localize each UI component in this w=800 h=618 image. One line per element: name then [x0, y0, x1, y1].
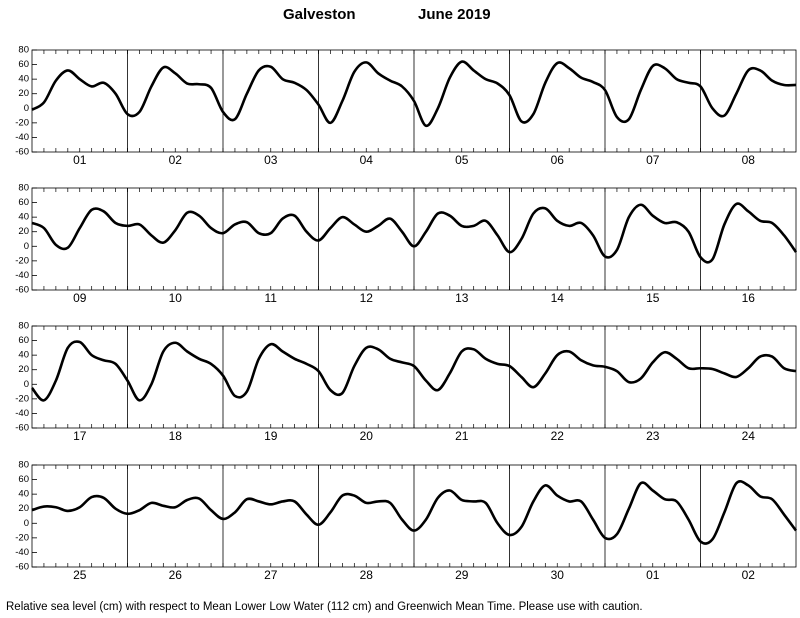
day-label: 15	[646, 291, 660, 305]
day-label: 14	[551, 291, 565, 305]
day-label: 26	[169, 568, 183, 582]
day-label: 28	[360, 568, 374, 582]
day-label: 12	[360, 291, 374, 305]
day-label: 04	[360, 153, 374, 167]
y-tick-label: 40	[18, 212, 29, 223]
tide-line	[31, 202, 798, 264]
y-tick-label: 80	[18, 321, 29, 332]
day-label: 18	[169, 429, 183, 443]
date: June 2019	[418, 6, 491, 23]
day-label: 01	[646, 568, 660, 582]
day-label: 21	[455, 429, 469, 443]
day-label: 11	[265, 291, 278, 305]
day-label: 02	[169, 153, 183, 167]
tide-line	[31, 480, 798, 545]
y-tick-label: -20	[15, 532, 29, 543]
day-label: 17	[73, 429, 87, 443]
day-label: 24	[742, 429, 756, 443]
day-label: 19	[264, 429, 278, 443]
y-tick-label: 20	[18, 503, 29, 514]
note: Relative sea level (cm) with respect to …	[6, 601, 643, 613]
day-label: 03	[264, 153, 278, 167]
day-label: 07	[646, 153, 660, 167]
y-tick-label: 0	[24, 379, 29, 390]
y-tick-label: -40	[15, 270, 29, 281]
y-tick-label: -60	[15, 147, 29, 158]
day-label: 20	[360, 429, 374, 443]
day-label: 25	[73, 568, 87, 582]
title: Galveston	[283, 6, 356, 23]
y-tick-label: 20	[18, 364, 29, 375]
day-label: 27	[264, 568, 278, 582]
y-tick-label: -60	[15, 285, 29, 296]
y-tick-label: 0	[24, 103, 29, 114]
y-tick-label: 80	[18, 460, 29, 471]
y-tick-label: -20	[15, 393, 29, 404]
y-tick-label: 60	[18, 197, 29, 208]
day-label: 10	[169, 291, 183, 305]
y-tick-label: -20	[15, 117, 29, 128]
day-label: 02	[742, 568, 756, 582]
y-tick-label: -40	[15, 547, 29, 558]
y-tick-label: -40	[15, 408, 29, 419]
day-label: 13	[455, 291, 469, 305]
day-label: 29	[455, 568, 469, 582]
day-label: 01	[73, 153, 87, 167]
day-label: 09	[73, 291, 87, 305]
y-tick-label: 60	[18, 59, 29, 70]
y-tick-label: 0	[24, 241, 29, 252]
y-tick-label: 40	[18, 350, 29, 361]
y-tick-label: 80	[18, 45, 29, 56]
day-label: 22	[551, 429, 565, 443]
day-label: 23	[646, 429, 660, 443]
y-tick-label: 20	[18, 226, 29, 237]
y-tick-label: 20	[18, 88, 29, 99]
tide-line	[31, 60, 797, 128]
y-tick-label: 40	[18, 74, 29, 85]
y-tick-label: 0	[24, 518, 29, 529]
day-label: 30	[551, 568, 565, 582]
y-tick-label: -40	[15, 132, 29, 143]
day-label: 16	[742, 291, 756, 305]
y-tick-label: -20	[15, 255, 29, 266]
y-tick-label: 40	[18, 489, 29, 500]
y-tick-label: 60	[18, 335, 29, 346]
tide-line	[30, 340, 797, 402]
day-label: 06	[551, 153, 565, 167]
y-tick-label: -60	[15, 423, 29, 434]
y-tick-label: 60	[18, 474, 29, 485]
day-label: 05	[455, 153, 469, 167]
y-tick-label: -60	[15, 562, 29, 573]
y-tick-label: 80	[18, 183, 29, 194]
day-label: 08	[742, 153, 756, 167]
